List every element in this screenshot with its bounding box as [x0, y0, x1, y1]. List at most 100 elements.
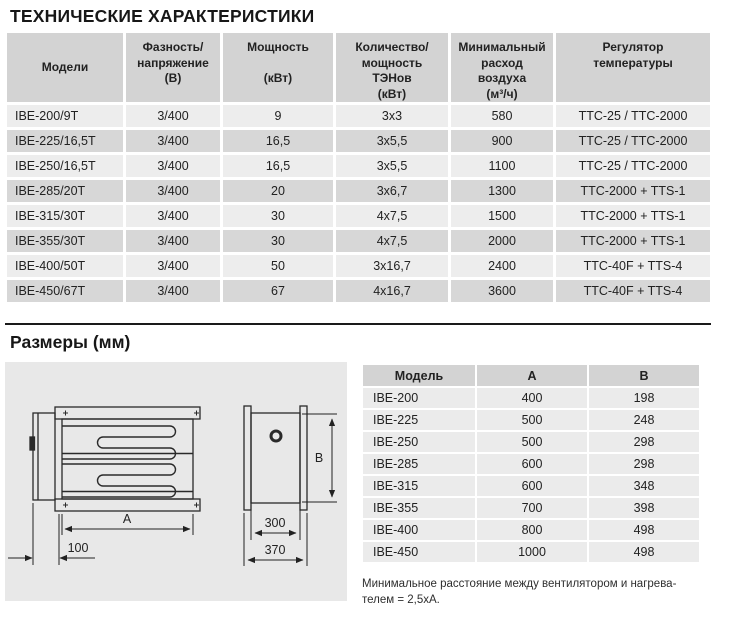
value-cell: 800 — [477, 520, 587, 540]
table-row: IBE-200/9T 3/400 9 3x3 580 TTC-25 / TTC-2000 — [7, 105, 710, 128]
value-cell: 50 — [223, 255, 333, 278]
model-cell: IBE-200 — [363, 388, 475, 408]
value-cell: 398 — [589, 498, 699, 518]
value-cell: 20 — [223, 180, 333, 203]
model-cell: IBE-400/50T — [7, 255, 123, 278]
value-cell: 2400 — [451, 255, 553, 278]
dim-offset — [8, 503, 95, 565]
value-cell: TTC-2000 + TTS-1 — [556, 180, 710, 203]
table-row: IBE-285/20T 3/400 20 3x6,7 1300 TTC-2000 + TT… — [7, 180, 710, 203]
value-cell: 500 — [477, 410, 587, 430]
spec-table: Модели Фазность/ напряжение (В) Мощность (… — [4, 30, 713, 305]
value-cell: TTC-2000 + TTS-1 — [556, 205, 710, 228]
value-cell: TTC-40F + TTS-4 — [556, 255, 710, 278]
dimensions-table-header-row: Модель A B — [363, 365, 699, 386]
value-cell: TTC-2000 + TTS-1 — [556, 230, 710, 253]
value-cell: 1000 — [477, 542, 587, 562]
side-view — [243, 405, 308, 511]
column-header: Модели — [7, 33, 123, 103]
column-header: Минимальный расход воздуха (м³/ч) — [451, 33, 553, 103]
table-row: IBE-400/50T 3/400 50 3x16,7 2400 TTC-40F + TT… — [7, 255, 710, 278]
dimensions-table-body: IBE-200 400 198 IBE-225 500 248 IBE-250 500 298 I… — [363, 388, 699, 562]
value-cell: 248 — [589, 410, 699, 430]
value-cell: 9 — [223, 105, 333, 128]
table-row: IBE-450/67T 3/400 67 4x16,7 3600 TTC-40F + TT… — [7, 280, 710, 303]
value-cell: 500 — [477, 432, 587, 452]
column-header: Количество/ мощность ТЭНов (кВт) — [336, 33, 448, 103]
dim-label-offset: 100 — [68, 541, 89, 555]
dim-label-depth-inner: 300 — [265, 516, 286, 530]
dimensions-drawing: A 100 B — [5, 362, 347, 601]
model-cell: IBE-450 — [363, 542, 475, 562]
dim-depth-inner — [250, 505, 301, 540]
value-cell: 4x7,5 — [336, 205, 448, 228]
value-cell: 3/400 — [126, 105, 220, 128]
value-cell: 3/400 — [126, 230, 220, 253]
gland-hole — [269, 429, 283, 443]
footnote: Минимальное расстояние между вентиляторо… — [362, 578, 677, 606]
value-cell: 198 — [589, 388, 699, 408]
value-cell: TTC-25 / TTC-2000 — [556, 105, 710, 128]
table-row: IBE-315/30T 3/400 30 4x7,5 1500 TTC-2000 + TT… — [7, 205, 710, 228]
model-cell: IBE-250/16,5T — [7, 155, 123, 178]
model-cell: IBE-315 — [363, 476, 475, 496]
spec-table-header-row: Модели Фазность/ напряжение (В) Мощность (… — [7, 33, 710, 103]
dimensions-section-title: Размеры (мм) — [10, 332, 131, 352]
section-divider — [5, 323, 711, 325]
model-cell: IBE-285 — [363, 454, 475, 474]
dim-depth-outer — [243, 513, 308, 566]
model-cell: IBE-200/9T — [7, 105, 123, 128]
table-row: IBE-225 500 248 — [363, 410, 699, 430]
column-header: Регулятор температуры — [556, 33, 710, 103]
spec-table-body: IBE-200/9T 3/400 9 3x3 580 TTC-25 / TTC-2000 I… — [7, 105, 710, 303]
value-cell: 30 — [223, 230, 333, 253]
value-cell: 3x3 — [336, 105, 448, 128]
model-cell: IBE-400 — [363, 520, 475, 540]
value-cell: 3/400 — [126, 180, 220, 203]
value-cell: 30 — [223, 205, 333, 228]
dimensions-table: Модель A B IBE-200 400 198 IBE-225 500 248 IBE-2… — [361, 363, 701, 564]
value-cell: 16,5 — [223, 155, 333, 178]
column-header: Мощность (кВт) — [223, 33, 333, 103]
table-row: IBE-315 600 348 — [363, 476, 699, 496]
value-cell: 3/400 — [126, 255, 220, 278]
terminal-tab — [29, 436, 36, 451]
value-cell: TTC-40F + TTS-4 — [556, 280, 710, 303]
value-cell: 700 — [477, 498, 587, 518]
value-cell: 3x5,5 — [336, 130, 448, 153]
model-cell: IBE-355 — [363, 498, 475, 518]
table-row: IBE-450 1000 498 — [363, 542, 699, 562]
model-cell: IBE-315/30T — [7, 205, 123, 228]
table-row: IBE-200 400 198 — [363, 388, 699, 408]
value-cell: 4x16,7 — [336, 280, 448, 303]
page-title: ТЕХНИЧЕСКИЕ ХАРАКТЕРИСТИКИ — [10, 6, 315, 26]
value-cell: 3x16,7 — [336, 255, 448, 278]
value-cell: 298 — [589, 454, 699, 474]
dim-label-a: A — [123, 512, 132, 526]
value-cell: 4x7,5 — [336, 230, 448, 253]
value-cell: 3/400 — [126, 280, 220, 303]
value-cell: 3x6,7 — [336, 180, 448, 203]
value-cell: 1300 — [451, 180, 553, 203]
value-cell: 3600 — [451, 280, 553, 303]
flange-screws — [63, 410, 199, 508]
value-cell: 298 — [589, 432, 699, 452]
dim-label-b: B — [315, 451, 323, 465]
dim-label-depth-outer: 370 — [265, 543, 286, 557]
value-cell: 3/400 — [126, 205, 220, 228]
model-cell: IBE-355/30T — [7, 230, 123, 253]
dim-b — [302, 413, 337, 503]
table-row: IBE-355/30T 3/400 30 4x7,5 2000 TTC-2000 + TT… — [7, 230, 710, 253]
dim-a — [61, 514, 194, 535]
value-cell: 400 — [477, 388, 587, 408]
column-header: Фазность/ напряжение (В) — [126, 33, 220, 103]
value-cell: 498 — [589, 542, 699, 562]
value-cell: 348 — [589, 476, 699, 496]
value-cell: 580 — [451, 105, 553, 128]
table-row: IBE-285 600 298 — [363, 454, 699, 474]
value-cell: 498 — [589, 520, 699, 540]
table-row: IBE-250/16,5T 3/400 16,5 3x5,5 1100 TTC-25 / … — [7, 155, 710, 178]
model-cell: IBE-225 — [363, 410, 475, 430]
value-cell: 600 — [477, 476, 587, 496]
